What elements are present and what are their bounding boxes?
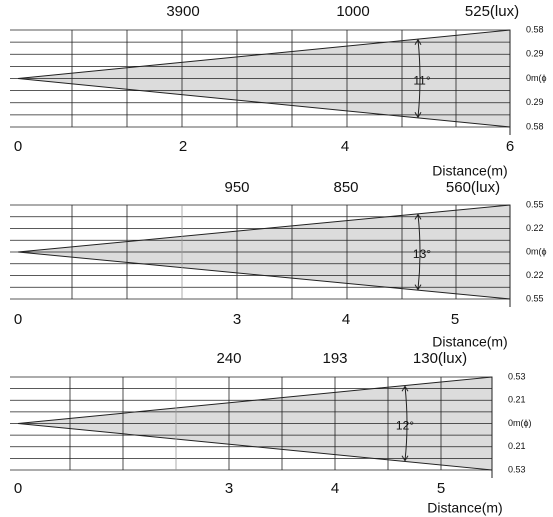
distance-tick: 4	[331, 480, 339, 497]
distance-tick: 6	[506, 138, 514, 155]
distance-tick: 3	[225, 480, 233, 497]
angle-arrow	[414, 213, 422, 291]
distance-tick: 3	[233, 311, 241, 328]
side-label: 0.53	[508, 464, 526, 474]
distance-tick: 0	[14, 480, 22, 497]
side-label: 0.21	[508, 441, 526, 451]
side-label: 0.29	[526, 97, 544, 107]
beam-angle: 11°	[413, 74, 430, 88]
side-label: 0m(ϕ)	[508, 418, 532, 428]
axis-title: Distance(m)	[427, 500, 502, 516]
beam-angle: 12°	[396, 419, 414, 433]
side-label: 0.29	[526, 49, 544, 59]
distance-tick: 0	[14, 311, 22, 328]
side-label: 0m(ϕ	[526, 246, 547, 256]
lux-label: 850	[333, 179, 358, 196]
axis-title: Distance(m)	[432, 334, 507, 350]
side-label: 0.58	[526, 121, 544, 131]
lux-label: 240	[216, 350, 241, 367]
side-label: 0.58	[526, 24, 544, 34]
lux-label: 130(lux)	[413, 350, 467, 367]
side-label: 0.55	[526, 293, 544, 303]
side-label: 0.53	[508, 371, 526, 381]
lux-label: 525(lux)	[465, 3, 519, 20]
lux-label: 950	[224, 179, 249, 196]
distance-tick: 0	[14, 138, 22, 155]
distance-tick: 4	[342, 311, 350, 328]
lux-label: 193	[322, 350, 347, 367]
distance-tick: 5	[437, 480, 445, 497]
distance-tick: 5	[451, 311, 459, 328]
distance-tick: 2	[179, 138, 187, 155]
beam-angle: 13°	[413, 247, 431, 261]
angle-arrow	[401, 385, 409, 462]
side-label: 0.22	[526, 223, 544, 233]
angle-arrow	[414, 38, 422, 119]
side-label: 0m(ϕ	[526, 73, 547, 83]
side-label: 0.21	[508, 395, 526, 405]
side-label: 0.55	[526, 199, 544, 209]
side-label: 0.22	[526, 270, 544, 280]
lux-label: 3900	[166, 3, 199, 20]
distance-tick: 4	[341, 138, 349, 155]
axis-title: Distance(m)	[432, 163, 507, 179]
lux-label: 560(lux)	[446, 179, 500, 196]
lux-label: 1000	[336, 3, 369, 20]
